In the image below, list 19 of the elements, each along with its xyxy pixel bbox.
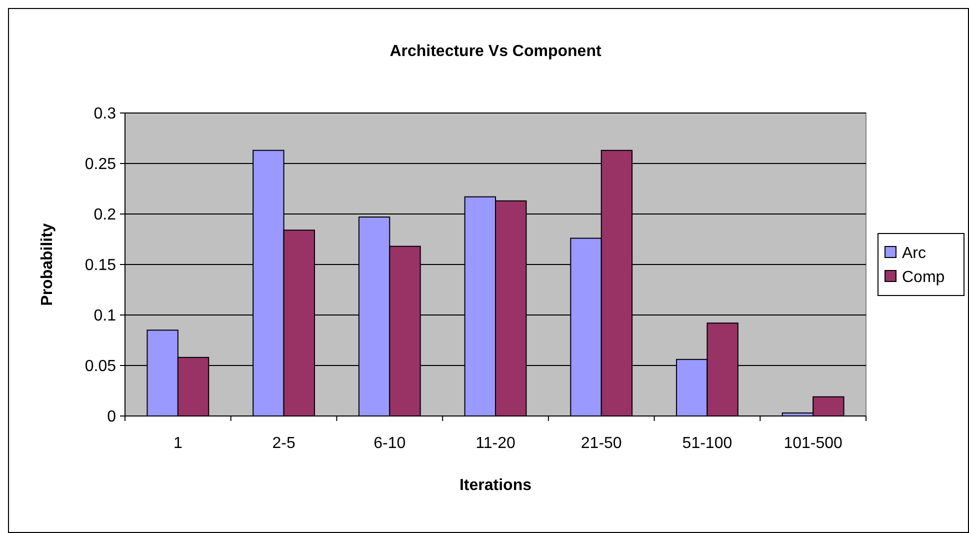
legend-label: Comp (902, 269, 945, 286)
legend-label: Arc (902, 245, 926, 262)
x-tick-label: 101-500 (784, 435, 843, 452)
x-axis-title: Iterations (459, 477, 532, 494)
y-tick-label: 0.1 (94, 308, 116, 325)
y-tick-label: 0.25 (84, 156, 116, 174)
chart-title: Architecture Vs Component (390, 43, 602, 60)
y-tick-label: 0 (107, 408, 116, 426)
x-tick-label: 2-5 (272, 435, 296, 452)
y-tick-label: 0.05 (84, 358, 116, 376)
y-tick-label: 0.15 (84, 257, 116, 274)
x-tick-label: 21-50 (580, 435, 622, 452)
x-tick-label: 51-100 (682, 435, 732, 452)
x-tick-label: 6-10 (374, 435, 406, 452)
y-tick-label: 0.3 (94, 106, 116, 123)
x-tick-label: 1 (173, 435, 182, 452)
y-axis-title: Probability (39, 223, 56, 306)
x-tick-label: 11-20 (476, 435, 516, 452)
y-tick-label: 0.2 (94, 206, 116, 224)
